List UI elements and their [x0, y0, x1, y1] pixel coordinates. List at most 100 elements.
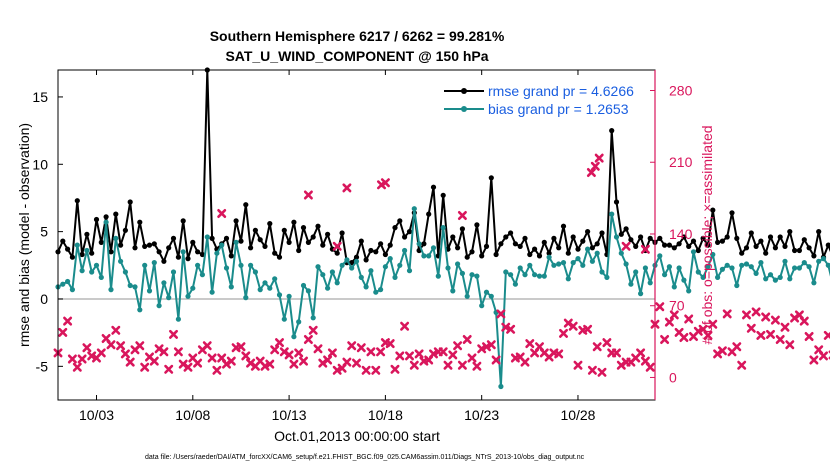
x-tick-label: 10/23: [464, 407, 499, 423]
series-point-bias: [633, 269, 639, 275]
series-point-rmse: [638, 234, 644, 240]
series-point-rmse: [541, 239, 547, 245]
series-point-bias: [464, 293, 470, 299]
series-point-bias: [252, 269, 258, 275]
series-point-rmse: [551, 235, 557, 241]
x-tick-label: 10/03: [79, 407, 114, 423]
series-point-rmse: [84, 231, 90, 237]
series-point-rmse: [146, 242, 153, 248]
series-point-bias: [223, 265, 230, 271]
series-point-bias: [142, 262, 148, 268]
series-point-rmse: [368, 247, 374, 254]
series-point-bias: [642, 265, 649, 271]
series-point-bias: [758, 260, 764, 266]
series-point-bias: [392, 274, 398, 280]
assimilated-marker: [766, 329, 775, 339]
assimilated-marker: [496, 309, 506, 319]
series-point-rmse: [127, 199, 133, 205]
x-tick-label: 10/13: [272, 407, 307, 423]
assimilated-marker: [799, 316, 809, 326]
assimilated-marker: [116, 341, 126, 351]
series-point-bias: [74, 242, 80, 248]
assimilated-marker: [664, 317, 674, 327]
assimilated-marker: [462, 335, 472, 344]
x-axis-label: Oct.01,2013 00:00:00 start: [274, 428, 440, 444]
series-point-bias: [219, 242, 225, 248]
series-point-rmse: [527, 251, 533, 258]
series-point-rmse: [93, 216, 100, 223]
assimilated-marker: [804, 332, 814, 341]
series-point-bias: [739, 262, 745, 268]
assimilated-marker: [323, 355, 333, 365]
x-tick-label: 10/18: [368, 407, 403, 423]
assimilated-marker: [395, 351, 405, 361]
series-point-bias: [180, 249, 186, 255]
series-point-rmse: [450, 234, 456, 240]
series-point-rmse: [185, 256, 191, 262]
series-point-rmse: [743, 245, 750, 251]
assimilated-marker: [587, 365, 597, 375]
series-point-rmse: [609, 128, 615, 134]
series-point-rmse: [772, 245, 779, 251]
data-file-footnote: data file: /Users/raeder/DAI/ATM_forcXX/…: [145, 454, 585, 461]
series-point-rmse: [228, 253, 234, 259]
assimilated-marker: [106, 340, 116, 350]
series-point-rmse: [353, 254, 360, 260]
series-point-bias: [551, 262, 557, 268]
series-point-bias: [103, 219, 109, 225]
series-point-rmse: [599, 230, 605, 236]
series-point-rmse: [666, 242, 673, 248]
series-line-rmse: [57, 69, 830, 264]
assimilated-marker: [823, 330, 830, 340]
assimilated-marker: [453, 341, 463, 351]
series-point-rmse: [378, 241, 384, 247]
series-point-bias: [113, 235, 119, 241]
assimilated-marker: [120, 349, 130, 359]
y-right-tick-label: 280: [669, 82, 693, 98]
assimilated-marker: [366, 347, 376, 357]
series-point-bias: [618, 250, 624, 256]
series-point-bias: [474, 273, 480, 279]
assimilated-marker: [594, 153, 604, 163]
series-point-rmse: [729, 210, 735, 216]
assimilated-marker: [111, 325, 121, 335]
assimilated-marker: [135, 341, 145, 351]
assimilated-marker: [236, 342, 246, 352]
series-point-rmse: [479, 253, 485, 259]
y-left-tick-label: -5: [36, 358, 49, 374]
series-point-bias: [272, 276, 278, 282]
assimilated-marker: [775, 335, 785, 344]
series-point-rmse: [79, 251, 85, 258]
series-point-rmse: [469, 249, 475, 255]
series-point-rmse: [209, 235, 215, 241]
series-point-bias: [748, 264, 754, 270]
series-point-bias: [368, 268, 374, 274]
series-point-bias: [647, 280, 653, 286]
series-point-bias: [344, 257, 350, 263]
assimilated-marker: [722, 309, 732, 319]
series-point-rmse: [493, 251, 499, 258]
series-point-bias: [445, 265, 451, 271]
series-point-bias: [767, 272, 774, 278]
assimilated-marker: [414, 349, 424, 359]
series-point-rmse: [315, 223, 321, 229]
assimilated-marker: [202, 341, 212, 351]
series-point-bias: [580, 262, 586, 268]
series-point-rmse: [806, 245, 812, 251]
series-point-bias: [156, 303, 162, 309]
assimilated-marker: [63, 316, 73, 326]
assimilated-marker: [361, 365, 371, 375]
assimilated-marker: [612, 348, 621, 358]
series-point-bias: [238, 262, 244, 268]
series-point-rmse: [426, 211, 432, 217]
series-point-rmse: [748, 230, 754, 236]
series-point-rmse: [623, 226, 629, 232]
series-point-rmse: [580, 238, 586, 244]
series-point-rmse: [113, 211, 119, 217]
assimilated-marker: [303, 190, 313, 200]
legend-marker-bias: [461, 106, 467, 112]
assimilated-marker: [737, 360, 747, 370]
series-point-bias: [508, 272, 514, 278]
series-point-rmse: [801, 237, 807, 243]
y-left-tick-label: 15: [32, 89, 48, 105]
